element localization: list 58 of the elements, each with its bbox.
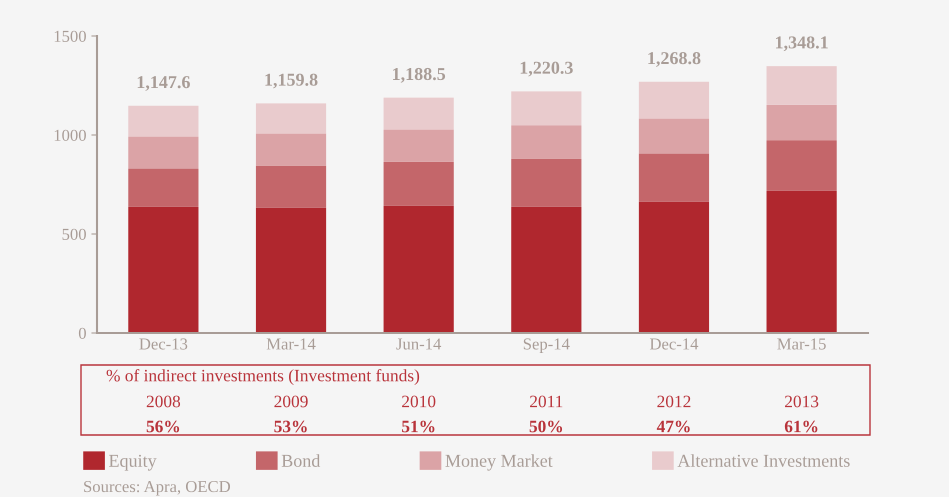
y-tick-label: 1000 <box>54 130 86 141</box>
total-label: 1,159.8 <box>265 74 318 88</box>
legend-label: Alternative Investments <box>678 454 850 467</box>
bar <box>511 125 582 159</box>
bar <box>766 104 837 141</box>
bar <box>256 208 326 333</box>
total-label: 1,348.1 <box>776 36 828 52</box>
bar <box>128 168 198 207</box>
x-tick-label: Dec-13 <box>139 338 188 350</box>
bar <box>638 202 710 333</box>
bar <box>256 134 326 166</box>
bar <box>128 106 198 137</box>
total-label: 1,268.8 <box>648 52 700 67</box>
text: 51% <box>402 420 434 432</box>
text: 2008 <box>146 396 180 408</box>
bar <box>256 166 326 208</box>
x-tick-label: Dec-14 <box>650 338 698 350</box>
bar <box>638 118 710 154</box>
x-tick-label: Mar-15 <box>777 338 826 350</box>
bar <box>766 140 837 191</box>
bar <box>766 66 837 105</box>
bar <box>256 103 326 134</box>
text: 53% <box>274 420 307 432</box>
text: 2009 <box>274 396 308 408</box>
bar <box>128 136 198 169</box>
bar <box>384 130 454 162</box>
bar <box>128 206 198 333</box>
text: 47% <box>656 420 690 432</box>
legend-label: Money Market <box>445 454 553 471</box>
bar <box>384 162 454 206</box>
y-tick-label: 500 <box>62 228 86 240</box>
source-note: Sources: Apra, OECD <box>84 480 230 496</box>
bar <box>511 158 582 207</box>
legend-label: Bond <box>282 454 320 467</box>
text: % of indirect investments (Investment funds) <box>106 369 420 385</box>
legend-label: Equity <box>109 454 157 471</box>
bar <box>638 82 710 119</box>
total-label: 1,147.6 <box>138 76 190 91</box>
total-label: 1,188.5 <box>393 68 446 83</box>
text: 2013 <box>785 396 818 408</box>
bar <box>511 91 582 126</box>
bar <box>638 154 710 202</box>
y-tick-label: 1500 <box>54 30 86 42</box>
text: 61% <box>784 420 818 432</box>
total-label: 1,220.3 <box>520 62 573 76</box>
text: 56% <box>146 420 180 432</box>
text: 2011 <box>530 396 562 408</box>
x-tick-label: Sep-14 <box>524 338 570 353</box>
bar <box>384 98 454 130</box>
text: 2010 <box>402 396 436 408</box>
x-tick-label: Jun-14 <box>396 338 442 350</box>
text: 2012 <box>657 396 690 408</box>
x-tick-label: Mar-14 <box>266 338 316 350</box>
text: 50% <box>530 420 562 432</box>
bar <box>384 206 454 333</box>
y-tick-label: 0 <box>78 328 86 339</box>
bar <box>511 206 582 333</box>
bar <box>766 190 837 333</box>
